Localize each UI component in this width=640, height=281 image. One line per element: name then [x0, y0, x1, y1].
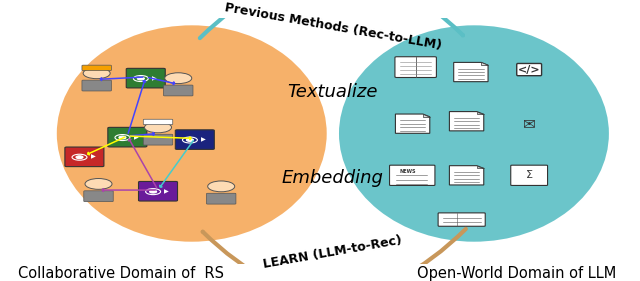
FancyBboxPatch shape — [65, 147, 104, 167]
FancyBboxPatch shape — [84, 191, 113, 202]
Ellipse shape — [339, 25, 609, 242]
Circle shape — [119, 136, 126, 139]
FancyBboxPatch shape — [390, 165, 435, 185]
Text: Embedding: Embedding — [282, 169, 384, 187]
FancyBboxPatch shape — [164, 85, 193, 96]
Text: ▶: ▶ — [152, 76, 157, 81]
FancyBboxPatch shape — [511, 165, 548, 185]
FancyArrowPatch shape — [203, 229, 466, 281]
Polygon shape — [449, 112, 484, 131]
Text: LEARN (LLM-to-Rec): LEARN (LLM-to-Rec) — [262, 234, 403, 271]
FancyBboxPatch shape — [82, 65, 111, 71]
Circle shape — [164, 73, 192, 83]
Circle shape — [83, 68, 110, 79]
FancyBboxPatch shape — [395, 57, 436, 78]
Polygon shape — [454, 62, 488, 82]
Text: ▶: ▶ — [201, 137, 206, 142]
Text: Collaborative Domain of  RS: Collaborative Domain of RS — [18, 266, 224, 281]
Text: Previous Methods (Rec-to-LLM): Previous Methods (Rec-to-LLM) — [223, 1, 442, 52]
Circle shape — [76, 156, 83, 159]
Polygon shape — [477, 112, 484, 114]
Text: Open-World Domain of LLM: Open-World Domain of LLM — [417, 266, 616, 281]
FancyBboxPatch shape — [108, 127, 147, 147]
Text: ✉: ✉ — [523, 116, 536, 131]
Circle shape — [150, 190, 157, 193]
Text: Σ: Σ — [525, 170, 532, 180]
Polygon shape — [481, 62, 488, 65]
Circle shape — [85, 178, 112, 189]
Text: ▶: ▶ — [91, 155, 95, 160]
Circle shape — [208, 181, 235, 192]
FancyBboxPatch shape — [126, 68, 165, 88]
FancyBboxPatch shape — [143, 134, 173, 145]
FancyBboxPatch shape — [438, 213, 485, 226]
FancyBboxPatch shape — [82, 80, 111, 91]
Circle shape — [138, 77, 145, 80]
Polygon shape — [396, 114, 430, 133]
FancyBboxPatch shape — [175, 130, 214, 149]
Text: ▶: ▶ — [134, 135, 138, 140]
FancyBboxPatch shape — [138, 182, 177, 201]
Polygon shape — [449, 166, 484, 185]
Circle shape — [186, 139, 193, 141]
Polygon shape — [477, 166, 484, 168]
Text: ▶: ▶ — [164, 189, 169, 194]
FancyBboxPatch shape — [207, 193, 236, 204]
FancyBboxPatch shape — [143, 119, 173, 125]
Text: Textualize: Textualize — [287, 83, 378, 101]
Ellipse shape — [57, 25, 326, 242]
FancyArrowPatch shape — [200, 0, 463, 38]
Text: NEWS: NEWS — [400, 169, 416, 174]
Text: </>: </> — [518, 65, 540, 74]
Polygon shape — [423, 114, 430, 117]
Circle shape — [145, 122, 172, 133]
